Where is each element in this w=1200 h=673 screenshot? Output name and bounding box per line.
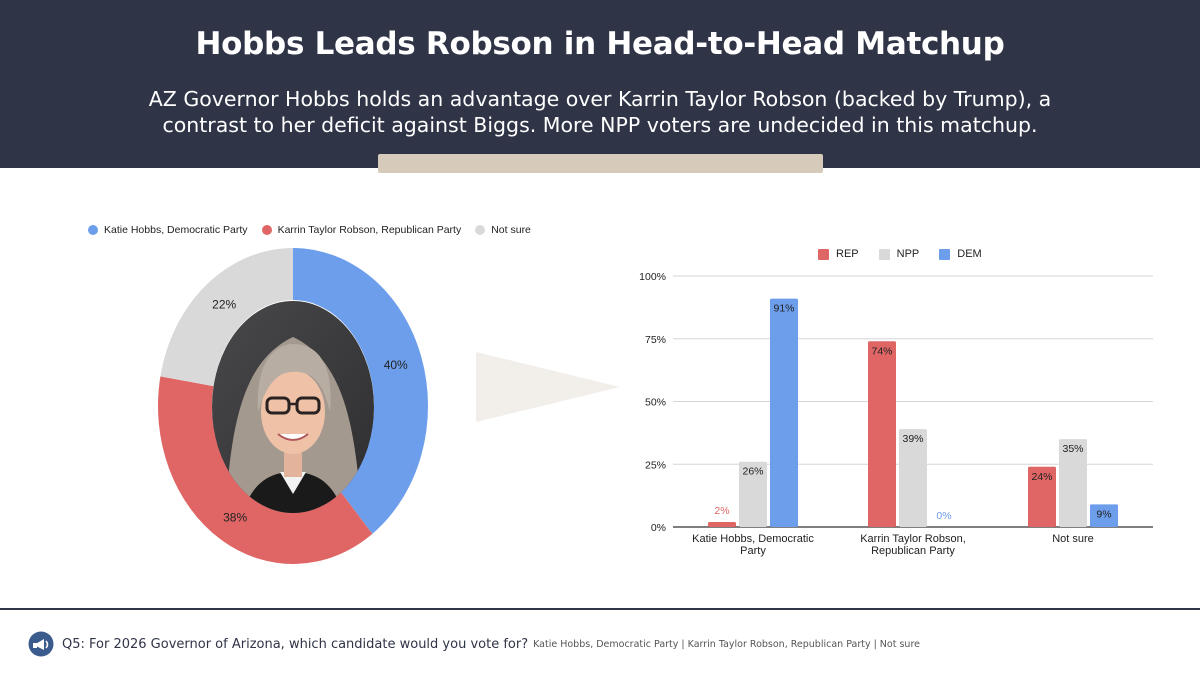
survey-question: Q5: For 2026 Governor of Arizona, which … — [62, 636, 529, 652]
legend-label: DEM — [957, 248, 982, 260]
grouped-bar-chart: 2% 26% 91% 74% 39% 0% 24% 35% 9% 0% 25% 50% 75% 100%… — [639, 271, 1153, 557]
x-tick-label: Republican Party — [871, 545, 955, 557]
legend-label: Not sure — [491, 224, 531, 236]
bar-legend: REP NPP DEM — [818, 246, 1002, 262]
legend-dot-npp — [475, 225, 486, 235]
legend-swatch-dem — [939, 248, 951, 260]
donut-legend: Katie Hobbs, Democratic Party Karrin Tay… — [88, 222, 545, 238]
legend-label: NPP — [896, 248, 920, 260]
legend-item-hobbs: Katie Hobbs, Democratic Party — [88, 224, 248, 236]
x-tick-label: Not sure — [1052, 533, 1094, 545]
bar-rep — [868, 341, 896, 527]
bar-value-label: 9% — [1096, 508, 1111, 520]
bar-value-label: 74% — [871, 345, 892, 357]
bar-value-label: 91% — [773, 303, 794, 315]
accent-bar — [378, 154, 823, 173]
y-tick-label: 50% — [645, 397, 666, 409]
header-banner: Hobbs Leads Robson in Head-to-Head Match… — [0, 0, 1200, 168]
bar-npp — [899, 429, 927, 527]
x-tick-label: Karrin Taylor Robson, — [860, 533, 966, 545]
candidate-photo — [212, 301, 374, 513]
legend-item-robson: Karrin Taylor Robson, Republican Party — [261, 224, 462, 236]
footer-divider — [0, 608, 1200, 610]
legend-label: REP — [836, 248, 859, 260]
x-tick-label: Katie Hobbs, Democratic — [692, 533, 814, 545]
legend-item-not-sure: Not sure — [475, 224, 531, 236]
legend-swatch-rep — [818, 248, 829, 260]
legend-item-rep: REP — [818, 248, 859, 260]
donut-slice — [293, 248, 429, 534]
x-tick-label: Party — [740, 545, 766, 557]
bar-value-label: 39% — [902, 433, 923, 445]
bar-value-label: 35% — [1062, 443, 1083, 455]
bar-npp — [739, 461, 767, 527]
bar-value-label: 0% — [936, 510, 951, 522]
donut-slice — [158, 376, 373, 564]
bar-value-label: 2% — [714, 505, 729, 517]
bar-dem — [1090, 504, 1118, 527]
bar-value-label: 24% — [1031, 471, 1052, 483]
legend-dot-dem — [88, 225, 98, 235]
donut-chart: 40% 38% 22% — [158, 248, 429, 564]
legend-swatch-npp — [878, 248, 890, 260]
y-tick-label: 25% — [645, 459, 666, 471]
legend-item-npp: NPP — [878, 248, 920, 260]
donut-value-label: 22% — [212, 297, 236, 311]
megaphone-logo-icon — [28, 631, 54, 657]
y-tick-label: 75% — [645, 334, 666, 346]
legend-item-dem: DEM — [939, 248, 982, 260]
arrow-pointer-icon — [476, 352, 620, 422]
survey-choices: Katie Hobbs, Democratic Party | Karrin T… — [533, 638, 920, 650]
bar-value-label: 26% — [742, 466, 763, 478]
bar-npp — [1059, 439, 1087, 527]
page-subtitle: AZ Governor Hobbs holds an advantage ove… — [148, 87, 1052, 137]
legend-label: Karrin Taylor Robson, Republican Party — [277, 224, 462, 236]
legend-label: Katie Hobbs, Democratic Party — [104, 224, 248, 236]
donut-value-label: 38% — [223, 510, 247, 524]
bar-rep — [1028, 466, 1056, 527]
y-tick-label: 0% — [651, 522, 666, 534]
bar-dem — [770, 298, 798, 527]
footer: Q5: For 2026 Governor of Arizona, which … — [28, 631, 920, 657]
y-tick-label: 100% — [639, 271, 666, 283]
page-title: Hobbs Leads Robson in Head-to-Head Match… — [195, 26, 1005, 62]
donut-slice — [160, 248, 293, 387]
donut-value-label: 40% — [384, 358, 408, 372]
legend-dot-rep — [261, 225, 272, 235]
bar-rep — [708, 521, 736, 527]
